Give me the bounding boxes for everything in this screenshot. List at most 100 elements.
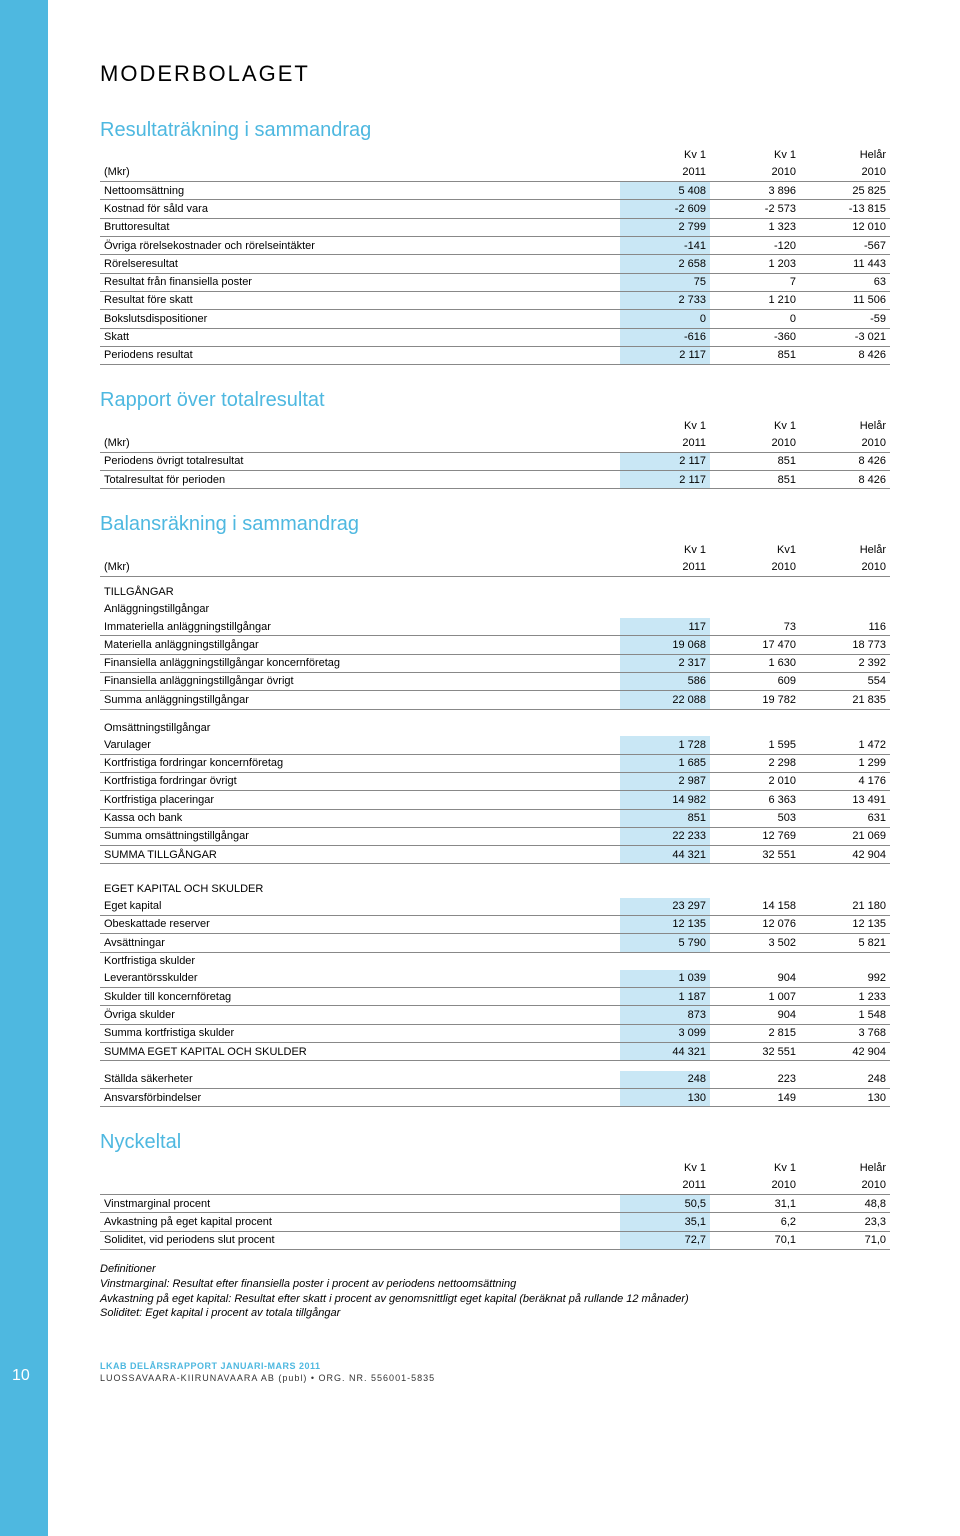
sub-label: Anläggningstillgångar	[100, 601, 890, 618]
col-year: 2010	[800, 1177, 890, 1195]
cell-value: 223	[710, 1071, 800, 1089]
table-row: Resultat från finansiella poster75763	[100, 273, 890, 291]
cell-value: 42 904	[800, 846, 890, 864]
table-row: Bokslutsdispositioner00-59	[100, 310, 890, 328]
row-label: Materiella anläggningstillgångar	[100, 636, 620, 654]
page-title: MODERBOLAGET	[100, 60, 890, 89]
table-row: Summa anläggningstillgångar22 08819 7822…	[100, 691, 890, 709]
cell-value: 12 076	[710, 915, 800, 933]
cell-value: 72,7	[620, 1231, 710, 1249]
table-row: Övriga skulder8739041 548	[100, 1006, 890, 1024]
section-title-nyckeltal: Nyckeltal	[100, 1129, 890, 1155]
col-head: Helår	[800, 541, 890, 558]
col-year: 2011	[620, 559, 710, 577]
definition-line: Soliditet: Eget kapital i procent av tot…	[100, 1306, 890, 1321]
cell-value: 6 363	[710, 791, 800, 809]
cell-value: 1 548	[800, 1006, 890, 1024]
cell-value: 1 728	[620, 736, 710, 754]
col-head: Kv 1	[710, 147, 800, 164]
section-title-resultat: Resultaträkning i sammandrag	[100, 117, 890, 143]
table-row: SUMMA EGET KAPITAL OCH SKULDER44 32132 5…	[100, 1043, 890, 1061]
row-label: SUMMA TILLGÅNGAR	[100, 846, 620, 864]
row-label: Periodens resultat	[100, 346, 620, 364]
cell-value: -360	[710, 328, 800, 346]
cell-value: 1 203	[710, 255, 800, 273]
cell-value: 2 117	[620, 346, 710, 364]
cell-value: 70,1	[710, 1231, 800, 1249]
table-row: Obeskattade reserver12 13512 07612 135	[100, 915, 890, 933]
row-label: Bruttoresultat	[100, 218, 620, 236]
cell-value: 1 630	[710, 654, 800, 672]
table-row: Skulder till koncernföretag1 1871 0071 2…	[100, 988, 890, 1006]
definitions-title: Definitioner	[100, 1262, 890, 1277]
cell-value: 13 491	[800, 791, 890, 809]
left-blue-strip	[0, 0, 48, 1536]
cell-value: 0	[710, 310, 800, 328]
cell-value: 248	[620, 1071, 710, 1089]
cell-value: 116	[800, 618, 890, 636]
row-label: Vinstmarginal procent	[100, 1195, 620, 1213]
row-label: Avsättningar	[100, 934, 620, 952]
table-row: Totalresultat för perioden2 1178518 426	[100, 471, 890, 489]
table-row: Övriga rörelsekostnader och rörelseintäk…	[100, 237, 890, 255]
table-row: Kortfristiga placeringar14 9826 36313 49…	[100, 791, 890, 809]
unit-label: (Mkr)	[100, 434, 620, 452]
page-content: MODERBOLAGET Resultaträkning i sammandra…	[100, 0, 890, 1415]
cell-value: 8 426	[800, 471, 890, 489]
cell-value: 609	[710, 672, 800, 690]
row-label: Periodens övrigt totalresultat	[100, 452, 620, 470]
table-gap	[100, 709, 890, 719]
section-label-row: EGET KAPITAL OCH SKULDER	[100, 874, 890, 898]
cell-value: 12 769	[710, 827, 800, 845]
col-year: 2010	[710, 434, 800, 452]
col-head: Helår	[800, 1159, 890, 1176]
cell-value: 3 502	[710, 934, 800, 952]
cell-value: 1 472	[800, 736, 890, 754]
col-head: Kv 1	[710, 417, 800, 434]
cell-value: 248	[800, 1071, 890, 1089]
sub-label-row: Omsättningstillgångar	[100, 719, 890, 736]
cell-value: 2 317	[620, 654, 710, 672]
table-row: Soliditet, vid periodens slut procent72,…	[100, 1231, 890, 1249]
cell-value: 32 551	[710, 846, 800, 864]
cell-value: 2 987	[620, 772, 710, 790]
cell-value: 21 069	[800, 827, 890, 845]
unit-label: (Mkr)	[100, 164, 620, 182]
table-balans: Kv 1 Kv1 Helår (Mkr) 2011 2010 2010 TILL…	[100, 541, 890, 1107]
cell-value: 11 443	[800, 255, 890, 273]
table-row: Ställda säkerheter248223248	[100, 1071, 890, 1089]
cell-value: 631	[800, 809, 890, 827]
sub-label-row: Kortfristiga skulder	[100, 952, 890, 970]
row-label: Nettoomsättning	[100, 182, 620, 200]
row-label: Bokslutsdispositioner	[100, 310, 620, 328]
table-resultat: Kv 1 Kv 1 Helår (Mkr) 2011 2010 2010 Net…	[100, 147, 890, 366]
definition-line: Avkastning på eget kapital: Resultat eft…	[100, 1292, 890, 1307]
cell-value: 12 135	[800, 915, 890, 933]
cell-value: 6,2	[710, 1213, 800, 1231]
row-label: Rörelseresultat	[100, 255, 620, 273]
row-label: Kortfristiga fordringar koncernföretag	[100, 754, 620, 772]
footer-line-1: LKAB DELÅRSRAPPORT JANUARI-MARS 2011	[100, 1361, 890, 1373]
cell-value: 25 825	[800, 182, 890, 200]
cell-value: 14 158	[710, 898, 800, 916]
cell-value: 1 299	[800, 754, 890, 772]
cell-value: 7	[710, 273, 800, 291]
row-label: SUMMA EGET KAPITAL OCH SKULDER	[100, 1043, 620, 1061]
cell-value: 2 117	[620, 471, 710, 489]
cell-value: 1 187	[620, 988, 710, 1006]
cell-value: -616	[620, 328, 710, 346]
cell-value: 12 135	[620, 915, 710, 933]
cell-value: 18 773	[800, 636, 890, 654]
cell-value: -13 815	[800, 200, 890, 218]
cell-value: 904	[710, 1006, 800, 1024]
table-row: Kostnad för såld vara-2 609-2 573-13 815	[100, 200, 890, 218]
sub-label: Omsättningstillgångar	[100, 719, 890, 736]
row-label: Ansvarsförbindelser	[100, 1089, 620, 1107]
cell-value: 50,5	[620, 1195, 710, 1213]
cell-value: 130	[800, 1089, 890, 1107]
footer-line-2: LUOSSAVAARA-KIIRUNAVAARA AB (publ) • ORG…	[100, 1373, 890, 1385]
sub-label: Kortfristiga skulder	[100, 952, 890, 970]
cell-value: 2 815	[710, 1024, 800, 1042]
cell-value: 851	[620, 809, 710, 827]
cell-value: 23 297	[620, 898, 710, 916]
